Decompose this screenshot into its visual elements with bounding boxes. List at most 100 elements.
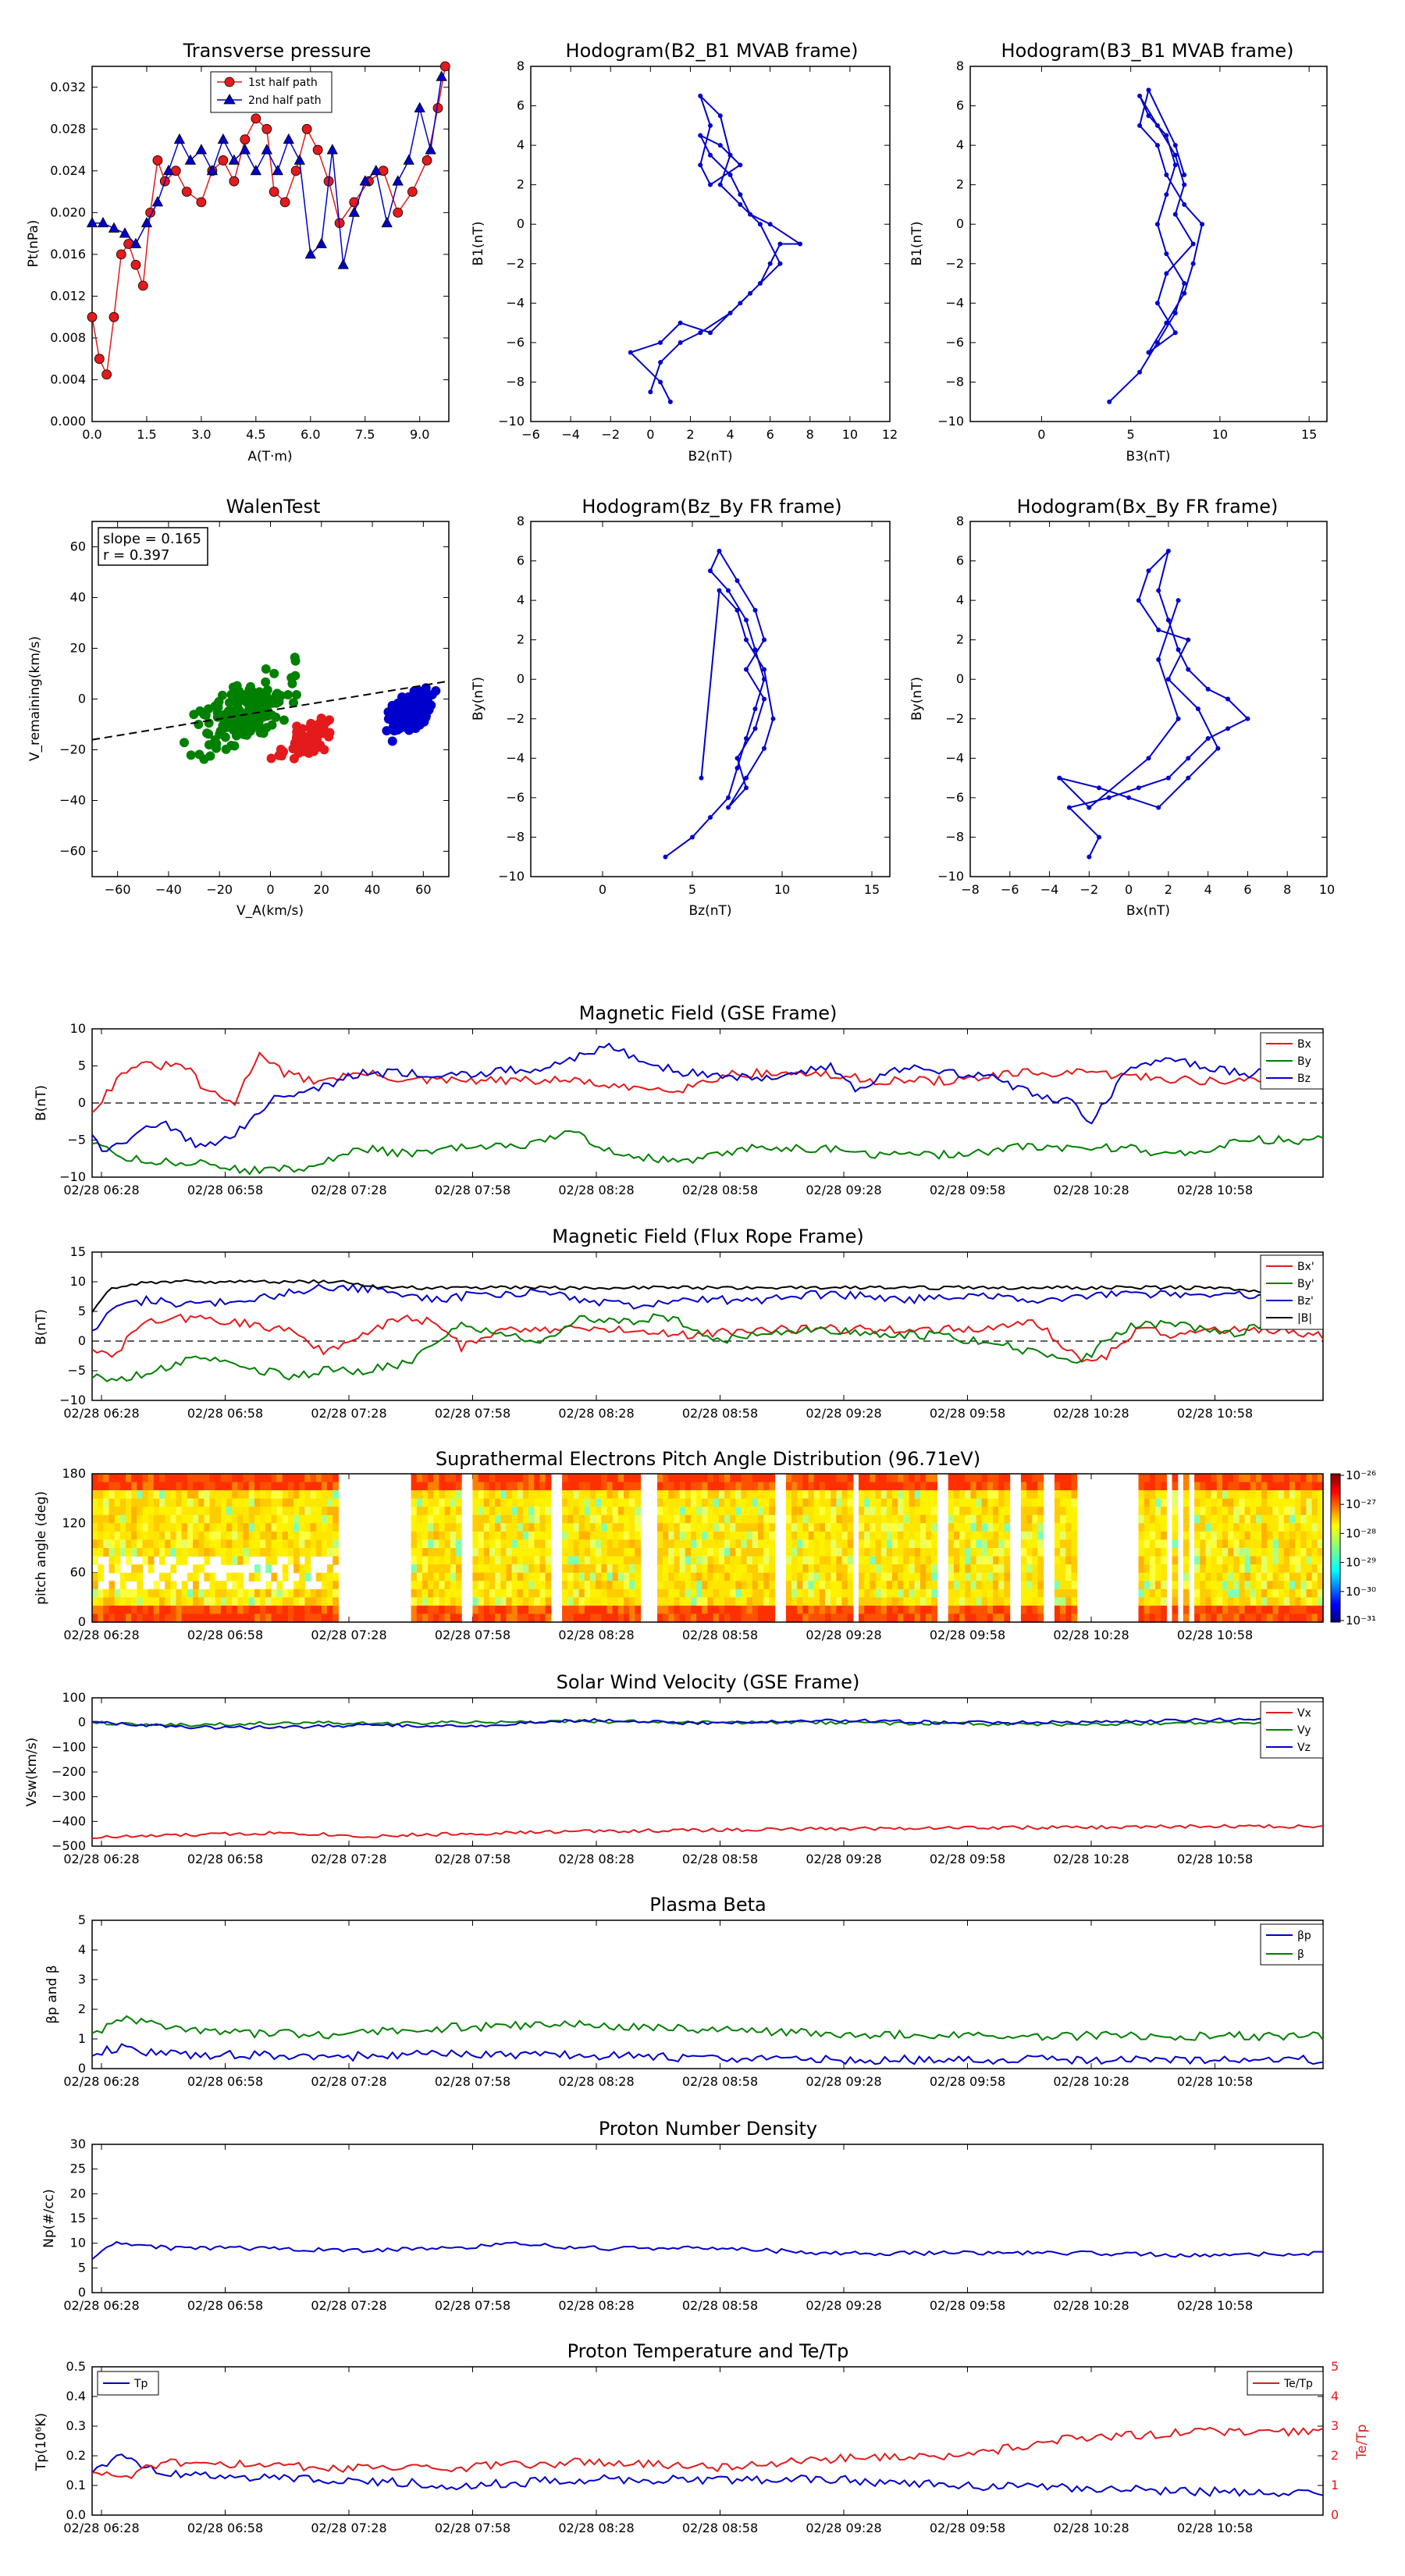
h3-point	[744, 775, 749, 781]
pad-cell	[624, 1605, 630, 1615]
pad-cell	[198, 1564, 205, 1574]
pad-cell	[898, 1498, 904, 1507]
walen-ytick: 20	[70, 641, 86, 656]
pad-cell	[847, 1614, 854, 1623]
pad-cell	[310, 1523, 317, 1532]
pad-cell	[724, 1539, 731, 1549]
walen-point-green	[194, 749, 205, 760]
pad-cell	[663, 1498, 669, 1507]
h1-ylabel: B1(nT)	[471, 222, 486, 266]
pt-point-1st	[439, 61, 450, 72]
bgse-series-3	[91, 1042, 1324, 1152]
pad-cell	[691, 1531, 697, 1541]
pad-cell	[870, 1589, 877, 1598]
pad-cell	[327, 1548, 333, 1557]
pt-point-2nd	[130, 237, 142, 248]
pad-cell	[500, 1514, 507, 1524]
pad-cell	[276, 1514, 283, 1524]
pad-cell	[495, 1572, 501, 1582]
pad-cell	[1161, 1498, 1167, 1507]
pad-cell	[875, 1605, 882, 1615]
pad-cell	[875, 1514, 882, 1524]
pad-cell	[1205, 1474, 1212, 1483]
pad-cell	[831, 1548, 837, 1557]
pad-cell	[752, 1581, 759, 1590]
np-xtick: 02/28 10:28	[1053, 2298, 1129, 2313]
pad-cell	[495, 1564, 501, 1574]
pad-cell	[808, 1556, 815, 1565]
pad-cell	[522, 1572, 529, 1582]
pad-cell	[1032, 1556, 1039, 1565]
pad-cell	[601, 1498, 608, 1507]
pad-cell	[864, 1605, 870, 1615]
pad-cell	[870, 1605, 877, 1615]
pad-cell	[1278, 1523, 1285, 1532]
pt-point-1st	[301, 123, 312, 134]
pad-cell	[1149, 1564, 1156, 1574]
walen-point-green	[287, 678, 297, 688]
pad-cell	[617, 1589, 624, 1598]
pt-point-2nd	[272, 164, 283, 176]
pad-cell	[909, 1523, 916, 1532]
pad-cell	[444, 1498, 451, 1507]
pt-ytick: 0.020	[50, 205, 86, 219]
pad-cell	[455, 1564, 462, 1574]
pad-cell	[517, 1539, 524, 1549]
pad-cell	[119, 1548, 126, 1557]
pad-cell	[970, 1589, 977, 1598]
h3-point	[735, 607, 740, 613]
pad-cell	[450, 1474, 457, 1483]
pad-cell	[265, 1564, 272, 1574]
pad-cell	[220, 1490, 227, 1500]
pad-cell	[226, 1523, 233, 1532]
pad-cell	[416, 1490, 423, 1500]
pad-cell	[131, 1482, 137, 1491]
pad-cell	[422, 1498, 429, 1507]
h3-title: Hodogram(Bz_By FR frame)	[582, 496, 841, 518]
pad-cell	[193, 1482, 199, 1491]
pad-cell	[416, 1531, 423, 1541]
pad-cell	[265, 1597, 272, 1606]
pad-cell	[785, 1605, 792, 1615]
beta-title: Plasma Beta	[649, 1894, 766, 1916]
pad-cell	[1306, 1490, 1313, 1500]
pad-cell	[1306, 1514, 1313, 1524]
pad-cell	[976, 1548, 983, 1557]
pad-cell	[1283, 1539, 1290, 1549]
pad-cell	[142, 1614, 149, 1623]
pad-cell	[724, 1548, 731, 1557]
pad-cell	[668, 1531, 675, 1541]
pad-cell	[1149, 1490, 1156, 1500]
pad-cell	[685, 1589, 692, 1598]
pad-cell	[562, 1514, 568, 1524]
pad-cell	[1138, 1548, 1145, 1557]
pad-cell	[707, 1531, 714, 1541]
pad-cell	[802, 1507, 809, 1516]
h1-xtick: −6	[521, 427, 540, 442]
pad-cell	[119, 1507, 126, 1516]
pad-cell	[617, 1474, 624, 1483]
pad-cell	[724, 1572, 731, 1582]
np-series-1	[91, 2240, 1323, 2260]
pad-cell	[428, 1498, 434, 1507]
pad-cell	[153, 1605, 160, 1615]
pad-cell	[1004, 1572, 1011, 1582]
pad-cell	[1037, 1581, 1044, 1590]
pad-cell	[500, 1539, 507, 1549]
pad-cell	[1161, 1482, 1167, 1491]
pad-cell	[450, 1507, 457, 1516]
pad-cell	[226, 1474, 233, 1483]
pad-cell	[1026, 1498, 1033, 1507]
pad-cell	[959, 1498, 966, 1507]
pad-cell	[562, 1507, 568, 1516]
pad-cell	[1216, 1589, 1223, 1598]
pad-cell	[327, 1523, 333, 1532]
pad-cell	[769, 1597, 776, 1606]
pad-cell	[584, 1514, 591, 1524]
pt-ticks: 0.0 1.5 3.0 4.5 6.0 7.5 9.00.0000.0040.0080.01…	[50, 66, 449, 442]
pad-cell	[282, 1548, 289, 1557]
pad-cell	[478, 1514, 485, 1524]
pad-cell	[1317, 1482, 1324, 1491]
pad-cell	[601, 1539, 608, 1549]
